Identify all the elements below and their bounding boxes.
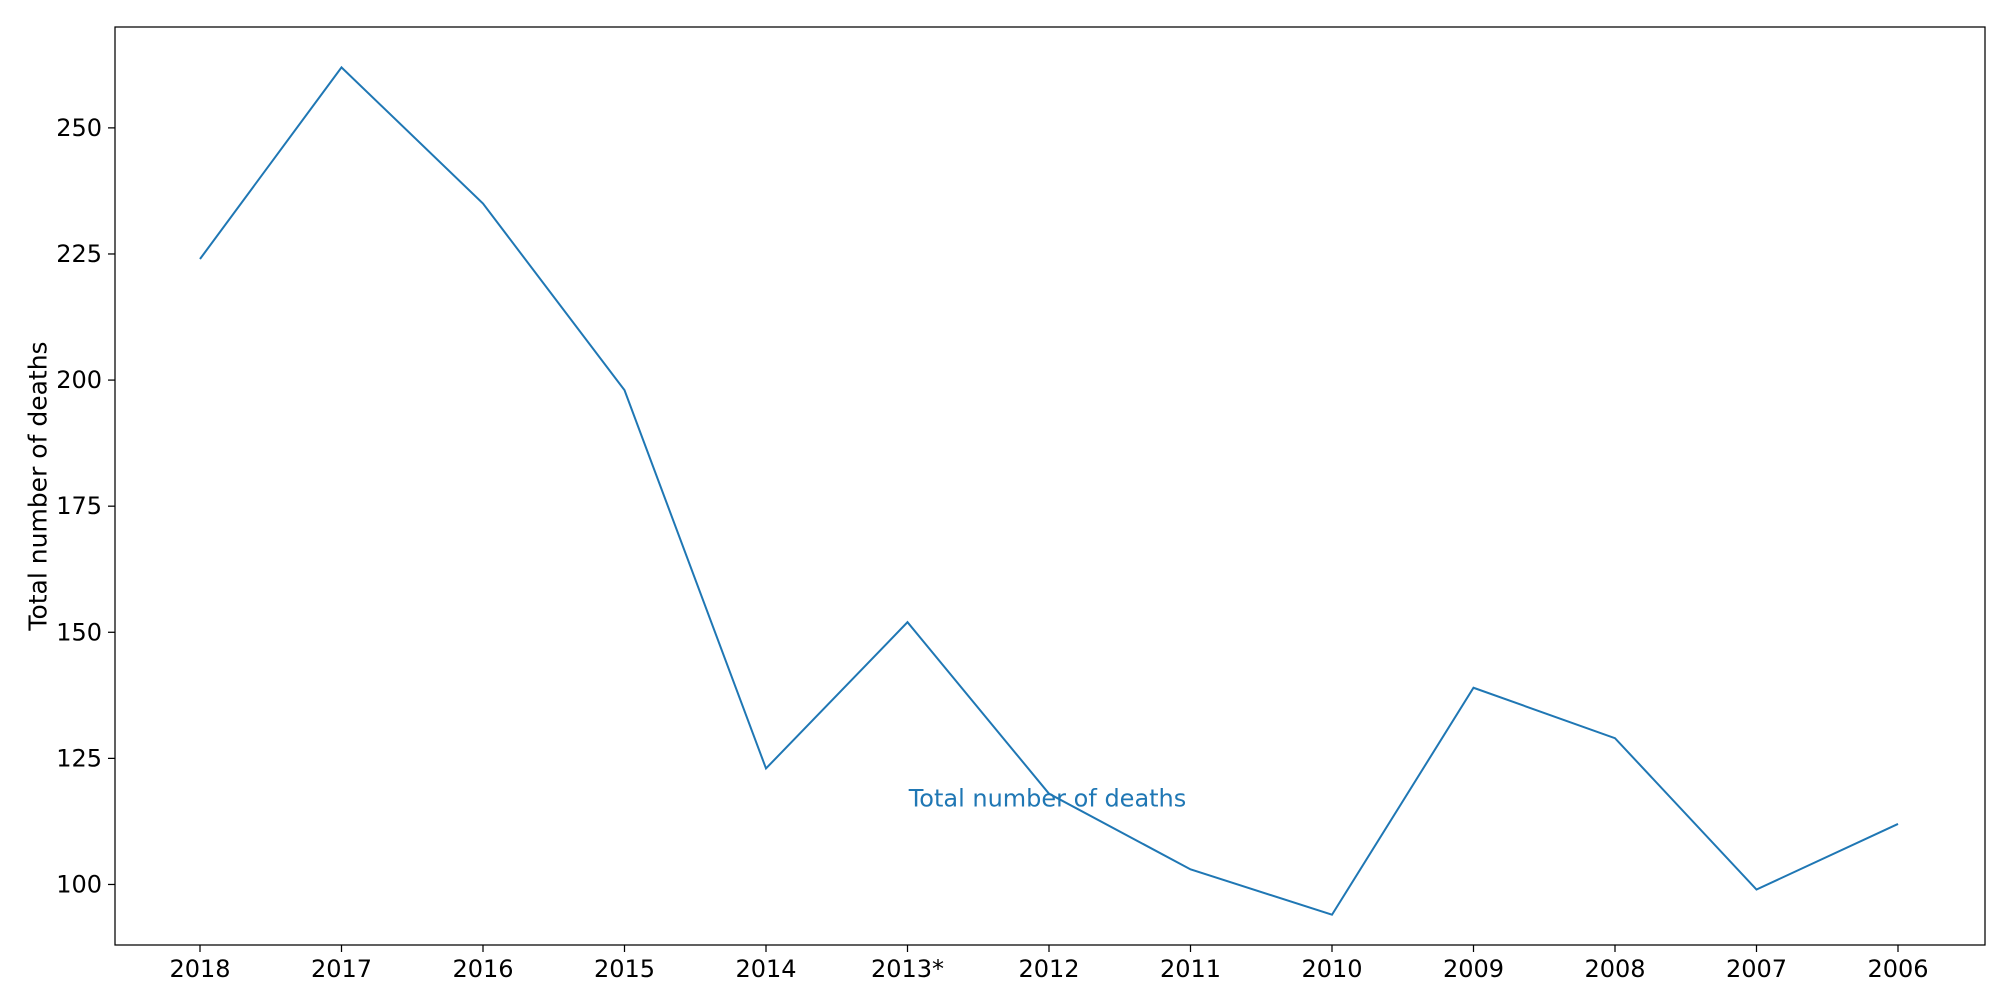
y-tick-label: 125 [56,744,102,772]
series-annotation: Total number of deaths [908,785,1187,813]
x-tick-label: 2007 [1726,955,1787,983]
plot-area-frame [114,26,1986,946]
x-tick-label: 2009 [1443,955,1504,983]
x-tick-label: 2010 [1301,955,1362,983]
x-tick-label: 2014 [735,955,796,983]
series-layer [199,65,1899,916]
x-tick-label: 2011 [1160,955,1221,983]
series-line [199,65,1899,916]
x-tick-label: 2006 [1867,955,1928,983]
x-tick-label: 2013* [871,955,944,983]
x-tick-label: 2008 [1584,955,1645,983]
y-axis-label: Total number of deaths [24,341,53,631]
x-axis-ticks: 2018 2017 2016 2015 2014 2013* 2012 2011 2010 200… [169,945,1929,983]
y-tick-label: 225 [56,240,102,268]
y-tick-label: 175 [56,492,102,520]
x-tick-label: 2016 [452,955,513,983]
y-tick-label: 250 [56,114,102,142]
y-tick-label: 150 [56,618,102,646]
y-tick-label: 100 [56,870,102,898]
x-tick-label: 2015 [594,955,655,983]
x-tick-label: 2018 [169,955,230,983]
y-axis-ticks: 100 125 150 175 200 225 250 [56,114,115,898]
y-tick-label: 200 [56,366,102,394]
x-tick-label: 2012 [1018,955,1079,983]
x-tick-label: 2017 [311,955,372,983]
